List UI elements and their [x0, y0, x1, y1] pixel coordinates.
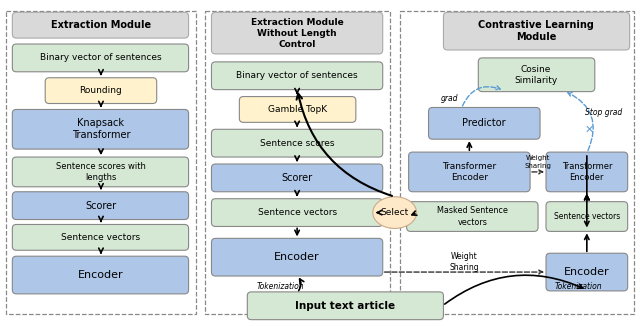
- FancyBboxPatch shape: [211, 238, 383, 276]
- Text: Extraction Module: Extraction Module: [51, 20, 151, 30]
- Text: Encoder: Encoder: [78, 270, 124, 280]
- FancyBboxPatch shape: [12, 225, 189, 250]
- Text: Transformer
Encoder: Transformer Encoder: [561, 162, 612, 182]
- FancyBboxPatch shape: [546, 202, 628, 231]
- Text: Weight
Sharing: Weight Sharing: [525, 155, 552, 169]
- Text: Binary vector of sentences: Binary vector of sentences: [40, 53, 162, 62]
- FancyBboxPatch shape: [12, 12, 189, 38]
- FancyBboxPatch shape: [12, 192, 189, 219]
- FancyBboxPatch shape: [211, 164, 383, 192]
- Bar: [399, 11, 634, 314]
- FancyBboxPatch shape: [546, 253, 628, 291]
- Text: Scorer: Scorer: [85, 200, 116, 211]
- FancyBboxPatch shape: [429, 108, 540, 139]
- FancyBboxPatch shape: [478, 58, 595, 92]
- FancyBboxPatch shape: [12, 110, 189, 149]
- Text: Binary vector of sentences: Binary vector of sentences: [236, 71, 358, 80]
- Text: Gamble TopK: Gamble TopK: [268, 105, 326, 114]
- Text: Masked Sentence
vectors: Masked Sentence vectors: [437, 206, 508, 227]
- Text: Tokenization: Tokenization: [257, 282, 304, 291]
- Bar: [6, 11, 196, 314]
- Text: Predictor: Predictor: [463, 118, 506, 128]
- Text: Rounding: Rounding: [79, 86, 122, 95]
- Text: Encoder: Encoder: [275, 252, 320, 262]
- Text: Sentence scores: Sentence scores: [260, 139, 334, 148]
- FancyBboxPatch shape: [211, 129, 383, 157]
- Text: Transformer
Encoder: Transformer Encoder: [442, 162, 497, 182]
- Text: Sentence vectors: Sentence vectors: [61, 233, 141, 242]
- FancyBboxPatch shape: [45, 78, 157, 104]
- Bar: [205, 11, 390, 314]
- Ellipse shape: [372, 197, 417, 229]
- FancyBboxPatch shape: [406, 202, 538, 231]
- Text: ✕: ✕: [584, 125, 593, 135]
- FancyBboxPatch shape: [546, 152, 628, 192]
- Text: Weight
Sharing: Weight Sharing: [449, 252, 479, 272]
- Text: Select: Select: [381, 208, 409, 217]
- Text: Encoder: Encoder: [564, 267, 610, 277]
- Text: Extraction Module
Without Length
Control: Extraction Module Without Length Control: [251, 18, 344, 49]
- Text: Tokenization: Tokenization: [555, 282, 603, 291]
- FancyBboxPatch shape: [211, 12, 383, 54]
- FancyBboxPatch shape: [444, 12, 630, 50]
- FancyBboxPatch shape: [408, 152, 530, 192]
- FancyBboxPatch shape: [211, 62, 383, 90]
- Text: Sentence vectors: Sentence vectors: [257, 208, 337, 217]
- FancyBboxPatch shape: [12, 157, 189, 187]
- FancyBboxPatch shape: [12, 256, 189, 294]
- FancyBboxPatch shape: [239, 96, 356, 122]
- Text: Sentence scores with
lengths: Sentence scores with lengths: [56, 162, 146, 182]
- FancyBboxPatch shape: [211, 199, 383, 227]
- Text: Stop grad: Stop grad: [585, 108, 622, 117]
- Text: grad: grad: [441, 94, 458, 103]
- Text: Contrastive Learning
Module: Contrastive Learning Module: [478, 20, 594, 42]
- Text: Knapsack
Transformer: Knapsack Transformer: [72, 118, 130, 141]
- FancyBboxPatch shape: [247, 292, 444, 320]
- Text: Sentence vectors: Sentence vectors: [554, 212, 620, 221]
- Text: Input text article: Input text article: [295, 301, 395, 311]
- Text: Cosine
Similarity: Cosine Similarity: [515, 65, 557, 85]
- Text: Scorer: Scorer: [282, 173, 313, 183]
- FancyBboxPatch shape: [12, 44, 189, 72]
